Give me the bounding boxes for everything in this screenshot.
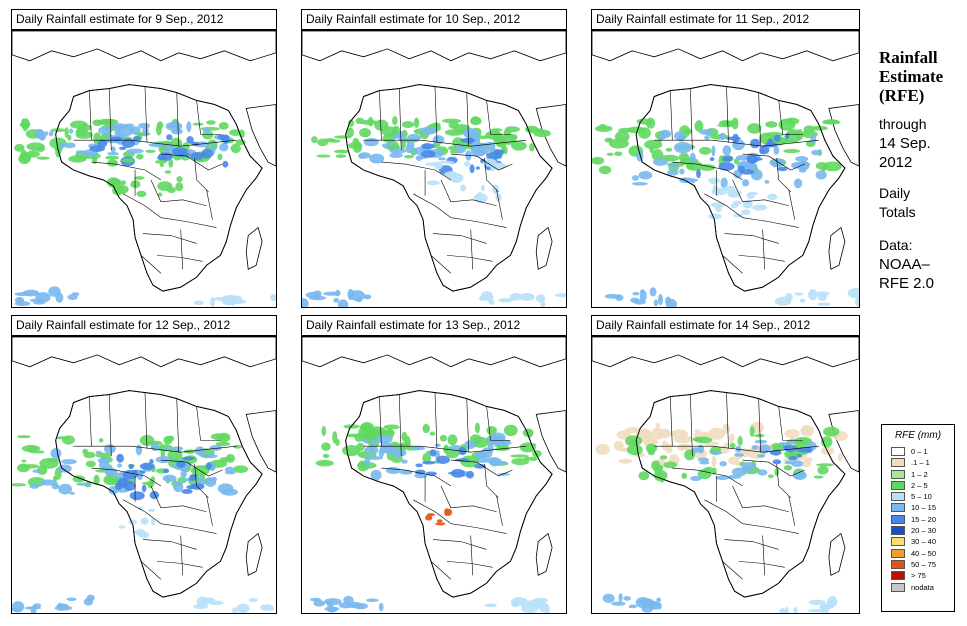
legend-label: 40 – 50 xyxy=(911,548,937,558)
legend-item: 40 – 50 xyxy=(891,548,954,559)
legend-swatch xyxy=(891,469,905,479)
legend-label: 20 – 30 xyxy=(911,526,937,536)
legend-swatch xyxy=(891,548,905,558)
legend-label: 50 – 75 xyxy=(911,559,937,569)
legend-swatch xyxy=(891,447,905,456)
legend-label: .1 – 1 xyxy=(911,458,930,468)
legend-item: 2 – 5 xyxy=(891,480,954,491)
panel-title: Daily Rainfall estimate for 12 Sep., 201… xyxy=(11,315,277,336)
legend-item: 10 – 15 xyxy=(891,502,954,513)
legend-item: 50 – 75 xyxy=(891,559,954,570)
legend-item: 1 – 2 xyxy=(891,469,954,480)
legend-label: 0 – 1 xyxy=(911,447,928,456)
sidebar-title-line: Estimate xyxy=(879,67,944,86)
panel-title: Daily Rainfall estimate for 13 Sep., 201… xyxy=(301,315,567,336)
legend-swatch xyxy=(891,559,905,569)
legend-item: nodata xyxy=(891,582,954,593)
legend-swatch xyxy=(891,571,905,581)
legend-label: 15 – 20 xyxy=(911,514,937,524)
legend-swatch xyxy=(891,503,905,513)
rainfall-map-panel-2: Daily Rainfall estimate for 10 Sep., 201… xyxy=(301,9,567,308)
sidebar-totals: Totals xyxy=(879,204,916,220)
panel-title: Daily Rainfall estimate for 11 Sep., 201… xyxy=(591,9,860,30)
legend-label: 10 – 15 xyxy=(911,503,937,513)
sidebar-through: through xyxy=(879,116,927,132)
legend-label: 1 – 2 xyxy=(911,469,928,479)
rainfall-map-panel-4: Daily Rainfall estimate for 12 Sep., 201… xyxy=(11,315,277,614)
legend-item: 30 – 40 xyxy=(891,536,954,547)
rainfall-map-panel-5: Daily Rainfall estimate for 13 Sep., 201… xyxy=(301,315,567,614)
legend-item: .1 – 1 xyxy=(891,457,954,468)
africa-rainfall-map xyxy=(11,30,277,308)
legend-item: 0 – 1 xyxy=(891,446,954,457)
sidebar-date: 14 Sep. xyxy=(879,135,931,152)
legend-item: 15 – 20 xyxy=(891,514,954,525)
legend-item: 5 – 10 xyxy=(891,491,954,502)
legend-label: nodata xyxy=(911,582,934,592)
legend-swatch xyxy=(891,526,905,536)
sidebar-title-line: (RFE) xyxy=(879,86,925,105)
sidebar-data-source: RFE 2.0 xyxy=(879,275,935,292)
legend-label: 5 – 10 xyxy=(911,492,932,502)
legend-item: > 75 xyxy=(891,570,954,581)
panel-title: Daily Rainfall estimate for 10 Sep., 201… xyxy=(301,9,567,30)
africa-rainfall-map xyxy=(301,336,567,614)
sidebar-info: Rainfall Estimate (RFE) through 14 Sep. … xyxy=(879,48,965,293)
panel-title: Daily Rainfall estimate for 14 Sep., 201… xyxy=(591,315,860,336)
legend-swatch xyxy=(891,458,905,468)
legend-label: > 75 xyxy=(911,571,926,581)
rainfall-map-panel-6: Daily Rainfall estimate for 14 Sep., 201… xyxy=(591,315,860,614)
legend-label: 2 – 5 xyxy=(911,480,928,490)
africa-rainfall-map xyxy=(591,30,860,308)
legend-label: 30 – 40 xyxy=(911,537,937,547)
legend-swatch xyxy=(891,582,905,592)
legend-swatch xyxy=(891,537,905,547)
rainfall-map-panel-3: Daily Rainfall estimate for 11 Sep., 201… xyxy=(591,9,860,308)
panel-title: Daily Rainfall estimate for 9 Sep., 2012 xyxy=(11,9,277,30)
sidebar-year: 2012 xyxy=(879,154,913,171)
legend-title: RFE (mm) xyxy=(894,430,942,441)
sidebar-totals: Daily xyxy=(879,185,911,201)
africa-rainfall-map xyxy=(591,336,860,614)
legend-swatch xyxy=(891,492,905,502)
africa-rainfall-map xyxy=(11,336,277,614)
legend-swatch xyxy=(891,514,905,524)
sidebar-title-line: Rainfall xyxy=(879,48,938,67)
rainfall-map-panel-1: Daily Rainfall estimate for 9 Sep., 2012 xyxy=(11,9,277,308)
legend-swatch xyxy=(891,480,905,490)
legend-item: 20 – 30 xyxy=(891,525,954,536)
sidebar-data-source: Data: xyxy=(879,237,913,253)
sidebar-data-source: NOAA– xyxy=(879,256,930,273)
africa-rainfall-map xyxy=(301,30,567,308)
